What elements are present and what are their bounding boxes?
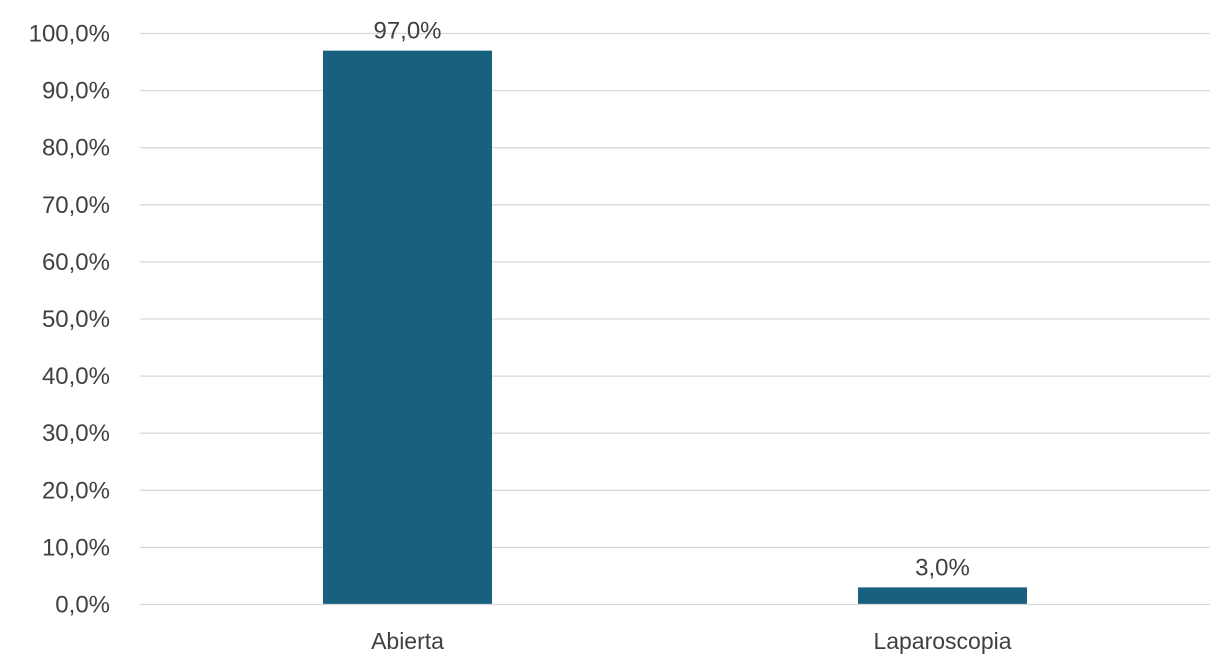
gridlines — [140, 32, 1210, 549]
y-tick-label: 90,0% — [42, 78, 110, 105]
y-axis-tick-labels: 0,0% 10,0% 20,0% 30,0% 40,0% 50,0% 60,0% 70,0% 8… — [29, 21, 110, 619]
x-category-label: Laparoscopia — [873, 628, 1011, 654]
data-labels: 97,0% 3,0% — [373, 18, 969, 582]
data-label: 97,0% — [373, 18, 441, 45]
y-tick-label: 30,0% — [42, 420, 110, 447]
y-tick-label: 50,0% — [42, 306, 110, 333]
bars — [323, 50, 1027, 605]
y-tick-label: 0,0% — [55, 592, 110, 619]
y-tick-label: 70,0% — [42, 192, 110, 219]
y-tick-label: 10,0% — [42, 534, 110, 561]
y-tick-label: 80,0% — [42, 135, 110, 162]
y-tick-label: 20,0% — [42, 477, 110, 504]
x-axis-category-labels: Abierta Laparoscopia — [371, 628, 1012, 654]
data-label: 3,0% — [915, 554, 970, 581]
y-tick-label: 60,0% — [42, 249, 110, 276]
x-category-label: Abierta — [371, 628, 444, 654]
bar-laparoscopia — [858, 587, 1027, 605]
bar-abierta — [323, 50, 492, 605]
y-tick-label: 40,0% — [42, 363, 110, 390]
y-tick-label: 100,0% — [29, 21, 110, 48]
